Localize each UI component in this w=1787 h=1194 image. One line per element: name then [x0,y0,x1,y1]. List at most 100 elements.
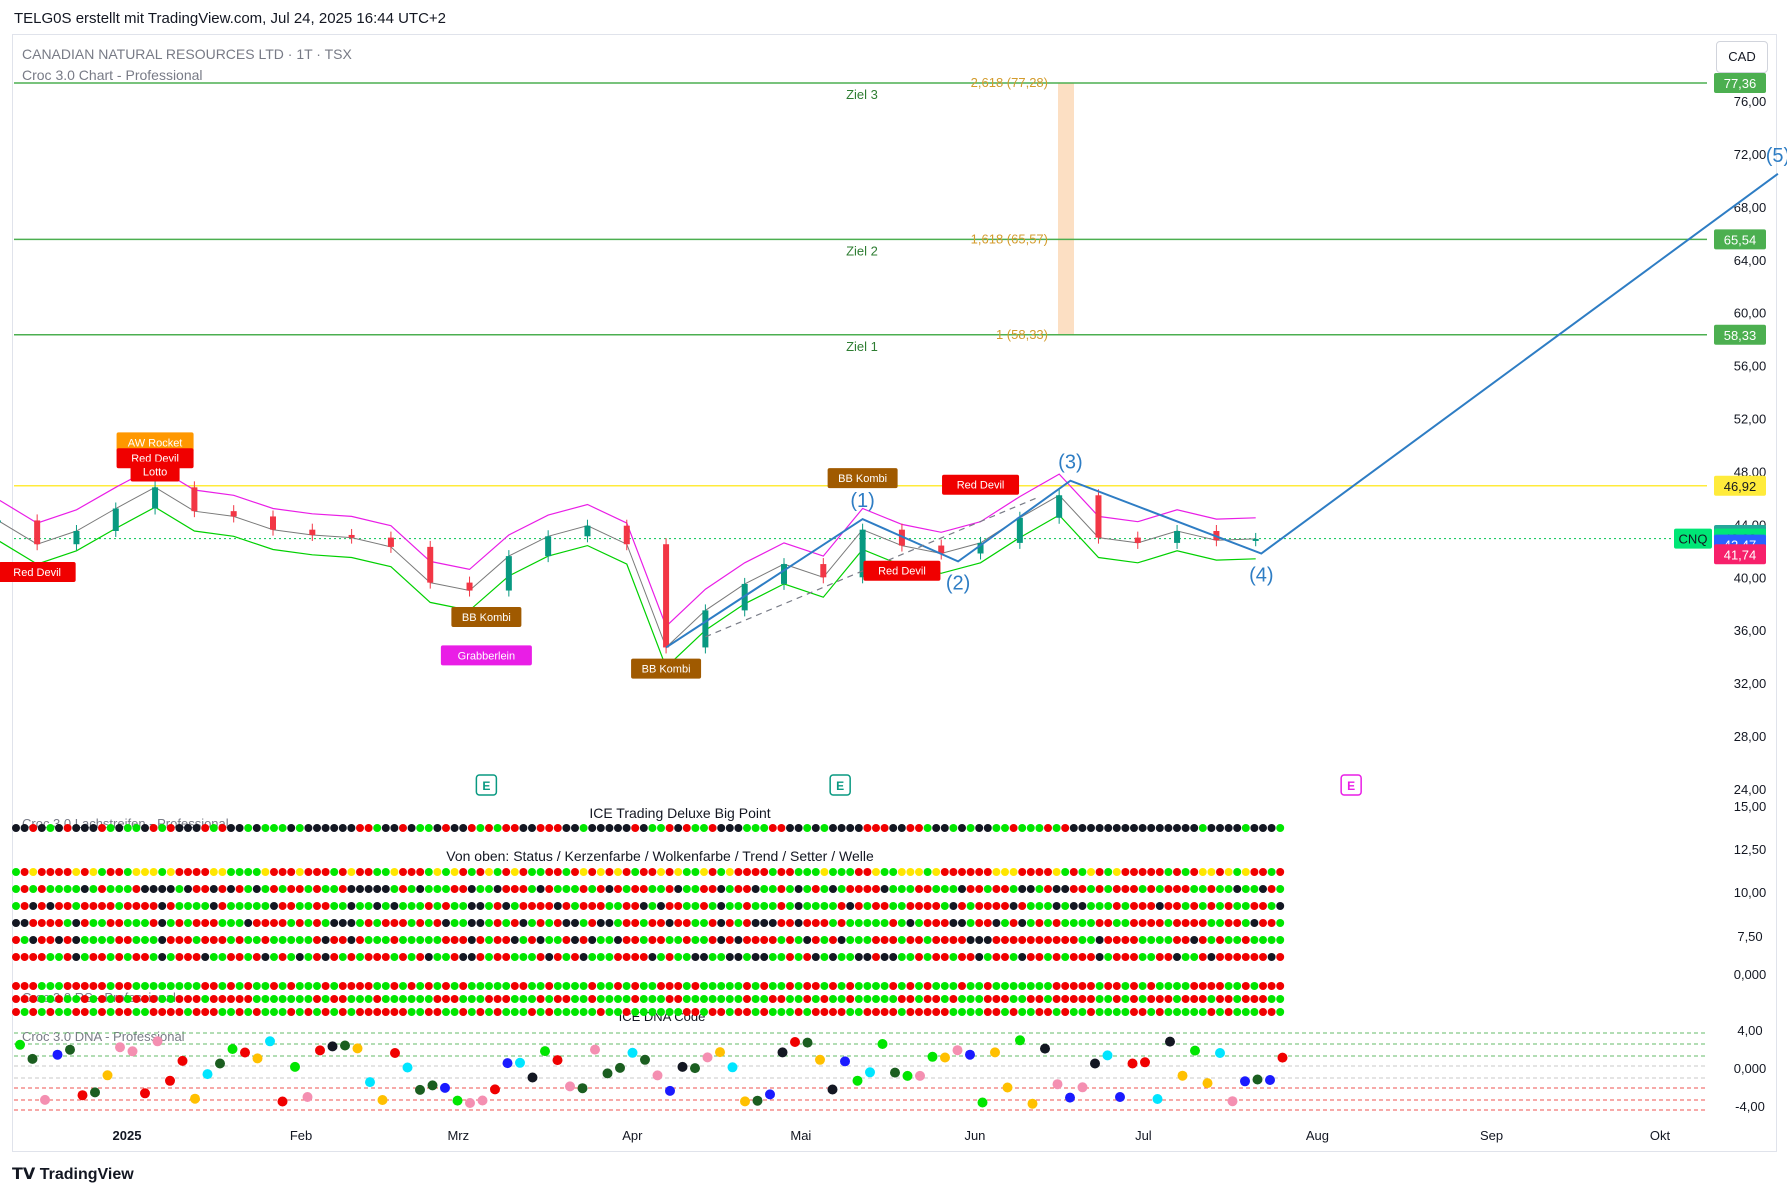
indicator-dot [734,982,743,990]
indicator-dot [760,1008,769,1016]
indicator-dot [665,995,674,1003]
indicator-dot [1173,982,1181,990]
indicator-dot [123,1008,132,1016]
earnings-icon [829,774,851,796]
indicator-dot [768,824,777,832]
indicator-dot [1147,885,1156,893]
indicator-dot [1035,1008,1044,1016]
indicator-dot [846,936,855,944]
indicator-dot [364,868,373,876]
indicator-dot [89,982,98,990]
indicator-dot [820,919,829,927]
indicator-dot [1216,919,1224,927]
dna-dot [727,1062,738,1073]
indicator-dot [1121,919,1130,927]
indicator-dot [958,1008,966,1016]
indicator-dot [321,868,330,876]
indicator-dot [717,902,726,910]
indicator-dot [261,902,270,910]
indicator-dot [657,868,665,876]
dna-dot [252,1053,263,1064]
indicator-dot [37,902,46,910]
indicator-dot [304,824,313,832]
indicator-dot [278,885,287,893]
indicator-dot [373,824,382,832]
indicator-dot [1155,1008,1164,1016]
time-tick: Jun [964,1128,985,1143]
indicator-dot [708,902,717,910]
indicator-dot [1026,885,1035,893]
indicator-dot [29,885,38,893]
indicator-dot [12,936,20,944]
indicator-dot [1078,885,1087,893]
indicator-dot [201,982,210,990]
indicator-dot [502,919,511,927]
indicator-dot [338,982,347,990]
indicator-dot [571,885,579,893]
indicator-dot [287,953,296,961]
indicator-dot [123,936,132,944]
indicator-dot [536,1008,545,1016]
indicator-dot [330,902,339,910]
indicator-dot [648,1008,657,1016]
indicator-dot [1267,982,1276,990]
indicator-dot [72,885,81,893]
dna-dot [1165,1036,1175,1047]
indicator-dot [1250,902,1259,910]
candle-body [820,564,827,578]
currency-button[interactable]: CAD [1716,41,1768,73]
indicator-dot [278,1008,287,1016]
indicator-dot [751,885,760,893]
indicator-dot [562,1008,571,1016]
indicator-dot [777,902,786,910]
indicator-dot [485,885,493,893]
indicator-dot [1190,936,1199,944]
indicator-dot [829,824,837,832]
indicator-dot [906,982,915,990]
indicator-dot [381,936,390,944]
indicator-dot [639,919,648,927]
indicator-dot [1138,868,1147,876]
indicator-dot [158,868,167,876]
indicator-dot [622,953,631,961]
dna-dot [752,1095,763,1106]
indicator-dot [141,995,149,1003]
indicator-dot [1061,995,1070,1003]
indicator-dot [846,902,855,910]
indicator-dot [1190,885,1199,893]
indicator-dot [975,902,984,910]
indicator-dot [794,919,803,927]
indicator-dot [725,1008,734,1016]
indicator-dot [450,995,459,1003]
indicator-dot [450,953,459,961]
indicator-dot [725,982,734,990]
indicator-dot [98,1008,106,1016]
indicator-dot [1112,995,1121,1003]
indicator-dot [1061,824,1070,832]
indicator-dot [1078,936,1087,944]
indicator-dot [1207,824,1216,832]
indicator-dot [1018,995,1027,1003]
dna-dot [90,1087,100,1098]
indicator-dot [768,919,777,927]
dna-dot [1240,1076,1250,1087]
indicator-dot [639,868,648,876]
indicator-dot [915,885,923,893]
indicator-dot [897,868,906,876]
indicator-dot [1276,868,1285,876]
indicator-dot [46,995,55,1003]
indicator-dot [20,1008,29,1016]
indicator-dot [562,868,571,876]
indicator-dot [872,885,880,893]
target-price-tag-text: 77,36 [1724,76,1757,91]
indicator-dot [717,885,726,893]
indicator-dot [347,902,356,910]
indicator-dot [863,824,872,832]
indicator-dot [743,953,751,961]
indicator-dot [304,902,313,910]
indicator-dot [1190,953,1199,961]
indicator-dot [1026,953,1035,961]
indicator-dot [786,936,794,944]
indicator-dot [975,868,984,876]
